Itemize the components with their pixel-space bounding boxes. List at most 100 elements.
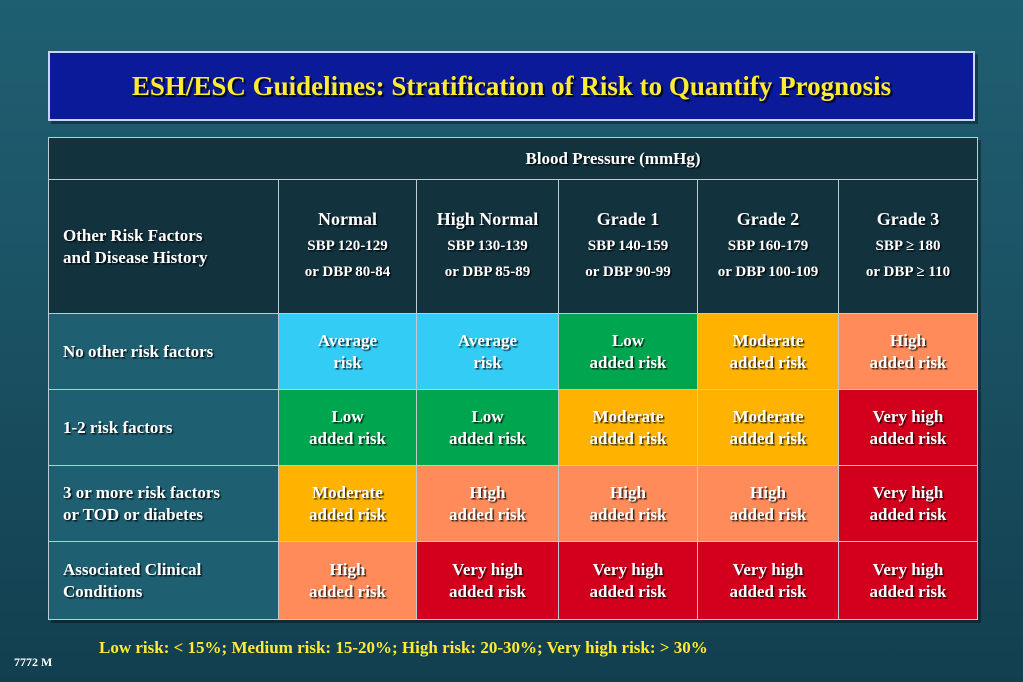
row-label: 1-2 risk factors xyxy=(48,389,279,466)
risk-cell-text: added risk xyxy=(729,352,807,372)
risk-cell-text: added risk xyxy=(309,581,386,601)
risk-cell: Very high added risk xyxy=(838,465,978,542)
column-sbp: SBP 120-129 xyxy=(307,238,388,255)
risk-cell: Moderate added risk xyxy=(278,465,417,542)
column-sbp: SBP 130-139 xyxy=(447,238,528,255)
title-banner: ESH/ESC Guidelines: Stratification of Ri… xyxy=(48,51,975,121)
row-label: No other risk factors xyxy=(48,313,279,390)
column-name: Grade 1 xyxy=(596,208,660,229)
risk-cell-text: added risk xyxy=(589,352,667,372)
risk-cell-level: Very high xyxy=(452,560,523,580)
risk-cell-text: added risk xyxy=(449,428,526,448)
risk-cell-text: added risk xyxy=(869,504,947,524)
risk-cell-text: added risk xyxy=(589,428,667,448)
column-header-grade-3: Grade 3 SBP ≥ 180 or DBP ≥ 110 xyxy=(838,179,978,314)
bp-header-row: Blood Pressure (mmHg) xyxy=(48,137,978,180)
column-sbp: SBP 160-179 xyxy=(727,238,809,255)
column-dbp: or DBP 90-99 xyxy=(585,263,671,280)
risk-cell: High added risk xyxy=(278,541,417,620)
risk-cell-level: Moderate xyxy=(312,483,383,503)
risk-cell-text: added risk xyxy=(309,504,386,524)
table-row: No other risk factors Average risk Averag… xyxy=(48,313,978,390)
column-name: High Normal xyxy=(436,208,539,229)
column-name: Grade 3 xyxy=(876,208,940,229)
risk-cell-text: added risk xyxy=(729,581,807,601)
column-dbp: or DBP 85-89 xyxy=(444,263,531,280)
row-label-line1: No other risk factors xyxy=(63,341,214,361)
risk-cell-text: added risk xyxy=(869,428,947,448)
column-dbp: or DBP 80-84 xyxy=(304,263,391,280)
risk-cell-level: Moderate xyxy=(592,407,664,427)
risk-cell: Very high added risk xyxy=(838,541,978,620)
risk-cell-text: added risk xyxy=(589,504,667,524)
risk-cell-level: Low xyxy=(471,407,504,427)
risk-cell: Low added risk xyxy=(416,389,559,466)
row-label-line1: 1-2 risk factors xyxy=(63,417,173,437)
risk-cell: Average risk xyxy=(278,313,417,390)
risk-cell-text: risk xyxy=(473,352,502,372)
risk-cell-level: Very high xyxy=(872,407,944,427)
risk-cell-level: Low xyxy=(611,331,645,351)
risk-cell-level: High xyxy=(890,331,926,351)
risk-cell: High added risk xyxy=(416,465,559,542)
risk-cell-text: added risk xyxy=(449,581,526,601)
slide-id: 7772 M xyxy=(14,655,53,669)
column-name: Normal xyxy=(318,208,377,229)
risk-cell-text: added risk xyxy=(729,504,807,524)
risk-cell: Very high added risk xyxy=(558,541,698,620)
row-label: 3 or more risk factors or TOD or diabete… xyxy=(48,465,279,542)
column-dbp: or DBP 100-109 xyxy=(717,263,819,280)
risk-cell-level: Very high xyxy=(872,483,944,503)
risk-cell: Moderate added risk xyxy=(697,313,839,390)
risk-cell-level: Very high xyxy=(592,560,664,580)
column-dbp: or DBP ≥ 110 xyxy=(865,263,951,280)
risk-header-line1: Other Risk Factors xyxy=(63,226,203,246)
risk-cell-level: Moderate xyxy=(732,331,804,351)
risk-cell-text: added risk xyxy=(309,428,386,448)
risk-cell: High added risk xyxy=(838,313,978,390)
column-sbp: SBP 140-159 xyxy=(587,238,669,255)
risk-footnote: Low risk: < 15%; Medium risk: 15-20%; Hi… xyxy=(99,638,708,657)
risk-cell-level: High xyxy=(610,483,646,503)
risk-cell-level: Very high xyxy=(872,560,944,580)
risk-cell-level: Moderate xyxy=(732,407,804,427)
risk-stratification-table: Blood Pressure (mmHg) Other Risk Factors… xyxy=(48,137,978,620)
column-header-normal: Normal SBP 120-129 or DBP 80-84 xyxy=(278,179,417,314)
risk-cell: Low added risk xyxy=(558,313,698,390)
column-header-row: Other Risk Factors and Disease History N… xyxy=(48,179,978,314)
risk-cell: Moderate added risk xyxy=(558,389,698,466)
risk-cell: Very high added risk xyxy=(416,541,559,620)
risk-cell: Very high added risk xyxy=(697,541,839,620)
bp-header: Blood Pressure (mmHg) xyxy=(48,137,978,180)
column-header-grade-1: Grade 1 SBP 140-159 or DBP 90-99 xyxy=(558,179,698,314)
table-row: Associated Clinical Conditions High added… xyxy=(48,541,978,620)
risk-cell: Low added risk xyxy=(278,389,417,466)
risk-cell-level: High xyxy=(469,483,506,503)
column-header-high-normal: High Normal SBP 130-139 or DBP 85-89 xyxy=(416,179,559,314)
risk-factors-header: Other Risk Factors and Disease History xyxy=(48,179,279,314)
risk-cell-level: Low xyxy=(331,407,364,427)
risk-cell-text: added risk xyxy=(589,581,667,601)
table-row: 3 or more risk factors or TOD or diabete… xyxy=(48,465,978,542)
risk-cell: Moderate added risk xyxy=(697,389,839,466)
table-row: 1-2 risk factors Low added risk Low added … xyxy=(48,389,978,466)
column-name: Grade 2 xyxy=(736,208,800,229)
risk-cell-level: Average xyxy=(317,331,378,351)
risk-cell-text: added risk xyxy=(869,352,947,372)
risk-cell: Average risk xyxy=(416,313,559,390)
slide-title: ESH/ESC Guidelines: Stratification of Ri… xyxy=(131,70,892,101)
risk-cell-level: High xyxy=(329,560,366,580)
risk-cell-text: added risk xyxy=(869,581,947,601)
column-header-grade-2: Grade 2 SBP 160-179 or DBP 100-109 xyxy=(697,179,839,314)
row-label-line1: Associated Clinical xyxy=(63,560,202,580)
row-label: Associated Clinical Conditions xyxy=(48,541,279,620)
risk-cell-level: Average xyxy=(457,331,518,351)
column-sbp: SBP ≥ 180 xyxy=(875,238,941,255)
risk-cell-text: risk xyxy=(333,352,362,372)
risk-cell-level: High xyxy=(750,483,786,503)
risk-cell: Very high added risk xyxy=(838,389,978,466)
risk-cell-text: added risk xyxy=(449,504,526,524)
row-label-line2: or TOD or diabetes xyxy=(63,504,203,524)
risk-cell-text: added risk xyxy=(729,428,807,448)
row-label-line2: Conditions xyxy=(63,581,143,601)
